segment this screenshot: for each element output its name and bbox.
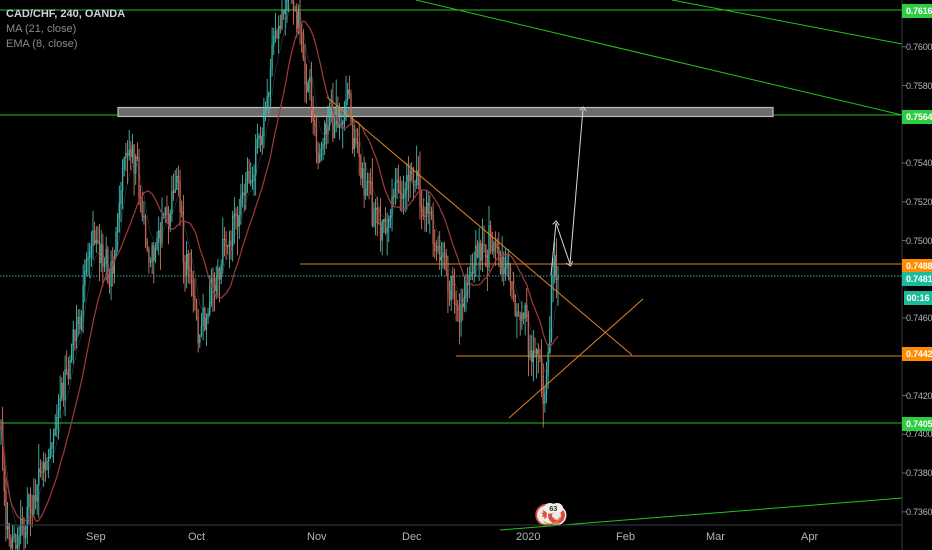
svg-text:63: 63 xyxy=(549,504,557,513)
